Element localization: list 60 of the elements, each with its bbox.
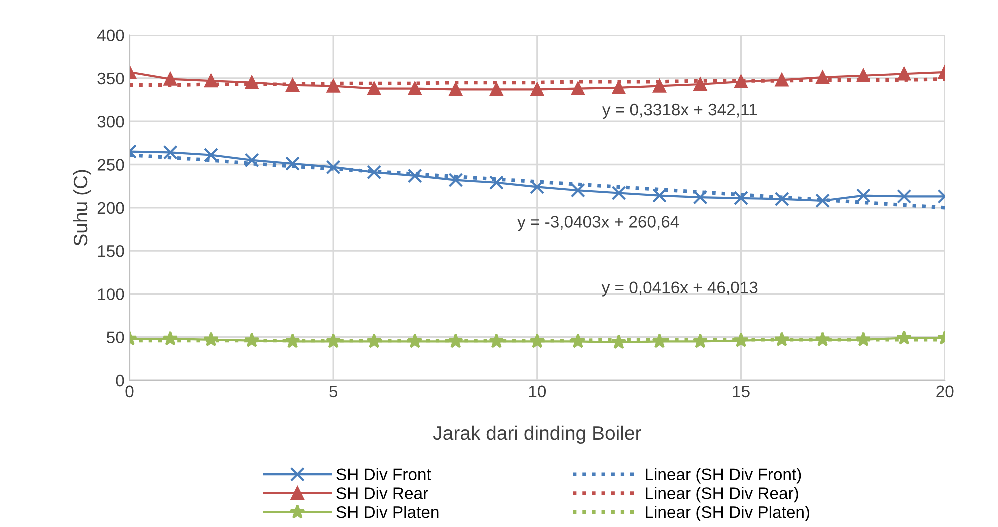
legend-label: Linear (SH Div Front) bbox=[646, 468, 802, 484]
y-tick-label: 350 bbox=[98, 72, 124, 85]
annotation: y = 0,3318x + 342,11 bbox=[602, 104, 757, 120]
point bbox=[286, 78, 300, 92]
point bbox=[204, 148, 219, 163]
point bbox=[448, 172, 464, 188]
legend-label: SH Div Platen bbox=[336, 506, 439, 518]
x-tick-label: 20 bbox=[936, 386, 954, 398]
y-tick-label: 250 bbox=[98, 159, 124, 171]
x-tick-label: 5 bbox=[330, 386, 338, 398]
y-tick-label: 50 bbox=[107, 332, 124, 344]
point bbox=[774, 192, 790, 207]
legend-label: SH Div Front bbox=[336, 468, 432, 481]
point bbox=[856, 188, 871, 204]
point bbox=[408, 82, 422, 96]
x-tick-label: 10 bbox=[529, 386, 546, 398]
point bbox=[775, 74, 789, 87]
point bbox=[693, 190, 708, 205]
point bbox=[897, 189, 912, 204]
point bbox=[898, 68, 911, 81]
point bbox=[734, 191, 749, 206]
point bbox=[244, 153, 260, 168]
point bbox=[816, 194, 830, 208]
point bbox=[490, 83, 504, 96]
x-axis-title: Jarak dari dinding Boiler bbox=[433, 426, 642, 444]
legend-label: SH Div Rear bbox=[336, 487, 428, 500]
point bbox=[326, 80, 340, 93]
y-tick-label: 150 bbox=[98, 245, 124, 258]
point bbox=[449, 83, 462, 96]
point bbox=[734, 75, 748, 89]
y-tick-label: 400 bbox=[97, 30, 124, 42]
point bbox=[653, 80, 666, 93]
point bbox=[572, 82, 585, 96]
y-tick-label: 100 bbox=[98, 288, 124, 300]
point bbox=[570, 183, 586, 198]
point bbox=[612, 186, 626, 201]
y-tick-label: 200 bbox=[98, 202, 124, 214]
y-tick-label: 0 bbox=[116, 374, 124, 387]
point bbox=[286, 156, 300, 172]
legend-label: Linear (SH Div Rear) bbox=[646, 487, 798, 503]
point bbox=[408, 168, 422, 184]
point bbox=[245, 76, 259, 90]
x-tick-label: 15 bbox=[733, 386, 750, 398]
point bbox=[164, 72, 178, 86]
point bbox=[652, 188, 668, 204]
annotation: y = 0,0416x + 46,013 bbox=[602, 282, 758, 297]
point bbox=[163, 145, 178, 160]
point bbox=[530, 180, 545, 194]
legend-label: Linear (SH Div Platen) bbox=[646, 506, 810, 522]
point bbox=[326, 160, 341, 175]
point bbox=[612, 81, 626, 95]
point bbox=[489, 176, 504, 190]
point bbox=[368, 82, 381, 96]
x-tick-label: 0 bbox=[126, 386, 134, 398]
point bbox=[694, 78, 708, 92]
annotation: y = -3,0403x + 260,64 bbox=[518, 216, 680, 232]
y-axis-title: Suhu (C) bbox=[73, 170, 92, 246]
point bbox=[367, 165, 382, 180]
y-tick-label: 300 bbox=[98, 116, 124, 128]
point bbox=[530, 83, 544, 96]
